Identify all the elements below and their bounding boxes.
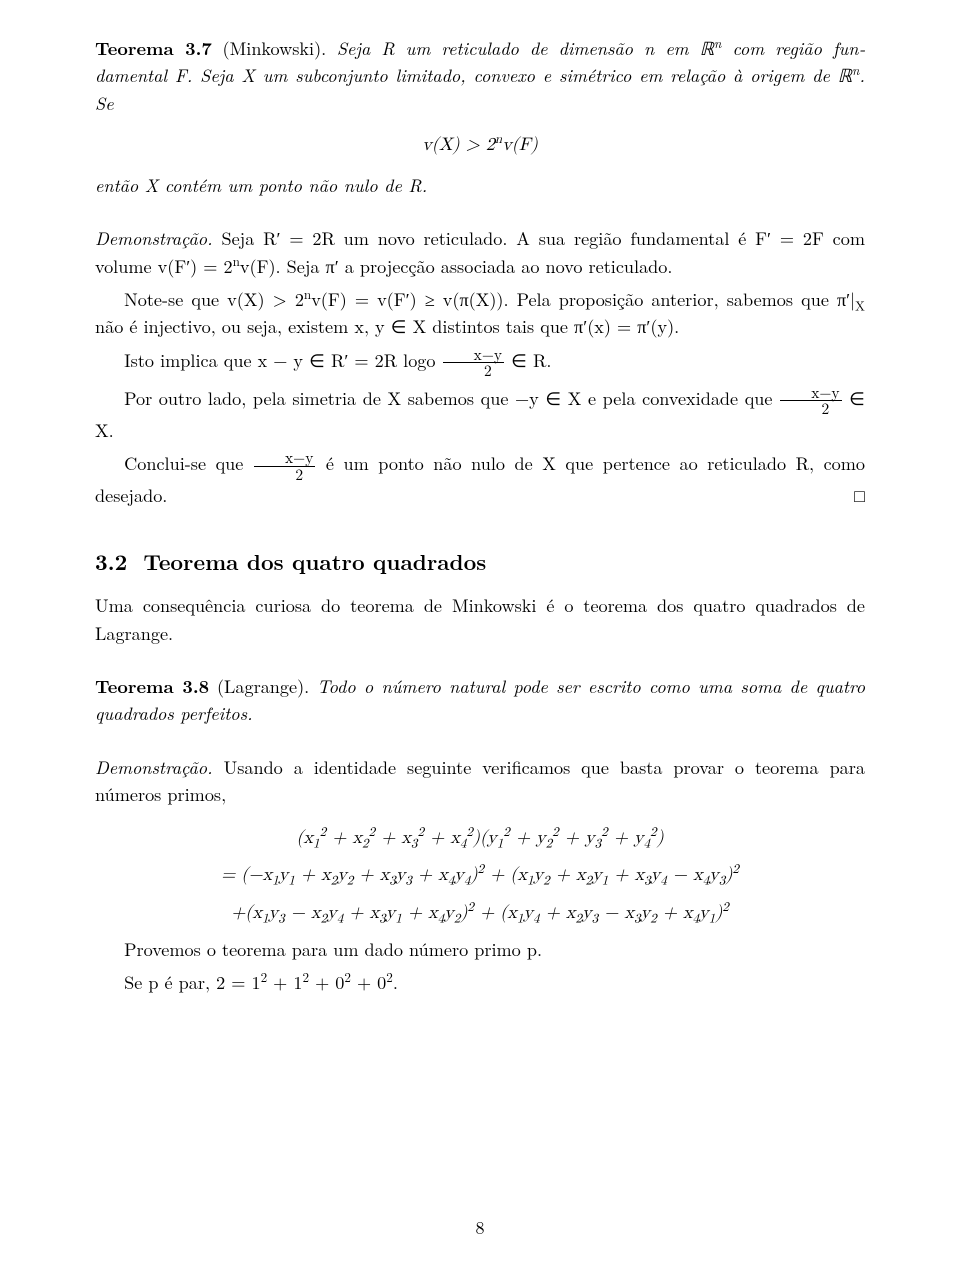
theorem-label: Teorema 3.7 xyxy=(95,35,212,61)
qed-icon: □ xyxy=(825,482,865,509)
fraction: x−y2 xyxy=(780,385,841,417)
eq-line-3: +(x1y3 − x2y4 + x3y1 + x4y2)2 + (x1y4 + … xyxy=(95,899,865,926)
section-3-2-heading: 3.2 Teorema dos quatro quadrados xyxy=(95,545,865,578)
theorem-statement: Todo o número natural pode ser escrito c… xyxy=(95,674,865,726)
proof-label: Demonstração. xyxy=(95,226,213,251)
proof-3-7-p2: Note-se que v(X) > 2nv(F) = v(F′) ≥ v(π(… xyxy=(95,286,865,341)
proof-3-8-p2: Provemos o teorema para um dado número p… xyxy=(95,936,865,963)
theorem-name: (Minkowski). xyxy=(223,35,327,61)
section-number: 3.2 xyxy=(95,546,127,577)
eq-line-1: (x12 + x22 + x32 + x42)(y12 + y22 + y32 … xyxy=(95,824,865,851)
theorem-name: (Lagrange). xyxy=(217,673,309,699)
eq-line-2: = (−x1y1 + x2y2 + x3y3 + x4y4)2 + (x1y2 … xyxy=(95,861,865,888)
proof-3-7-p1: Demonstração. Seja R′ = 2R um novo retic… xyxy=(95,225,865,280)
section-title: Teorema dos quatro quadrados xyxy=(143,546,486,577)
proof-3-8-p3: Se p é par, 2 = 12 + 12 + 02 + 02. xyxy=(95,969,865,996)
page-content: Teorema 3.7 (Minkowski). Seja R um retic… xyxy=(0,0,960,1263)
proof-3-8-p1: Demonstração. Usando a identidade seguin… xyxy=(95,754,865,809)
section-3-2-intro: Uma consequência curiosa do teorema de M… xyxy=(95,592,865,647)
theorem-conclusion: então X contém um ponto não nulo de R. xyxy=(95,172,865,199)
identity-equation: (x12 + x22 + x32 + x42)(y12 + y22 + y32 … xyxy=(95,824,865,926)
theorem-3-8: Teorema 3.8 (Lagrange). Todo o número na… xyxy=(95,673,865,728)
proof-3-7-p5: Conclui-se que x−y2 é um ponto não nulo … xyxy=(95,450,865,509)
proof-label: Demonstração. xyxy=(95,755,213,780)
theorem-3-7: Teorema 3.7 (Minkowski). Seja R um retic… xyxy=(95,35,865,117)
proof-3-7-p3: Isto implica que x − y ∈ R′ = 2R logo x−… xyxy=(95,347,865,379)
page-number: 8 xyxy=(0,1214,960,1241)
proof-3-7-p4: Por outro lado, pela simetria de X sabem… xyxy=(95,385,865,444)
theorem-label: Teorema 3.8 xyxy=(95,673,209,699)
fraction: x−y2 xyxy=(254,450,315,482)
theorem-equation: v(X) > 2nv(F) xyxy=(95,131,865,158)
fraction: x−y2 xyxy=(443,347,504,379)
